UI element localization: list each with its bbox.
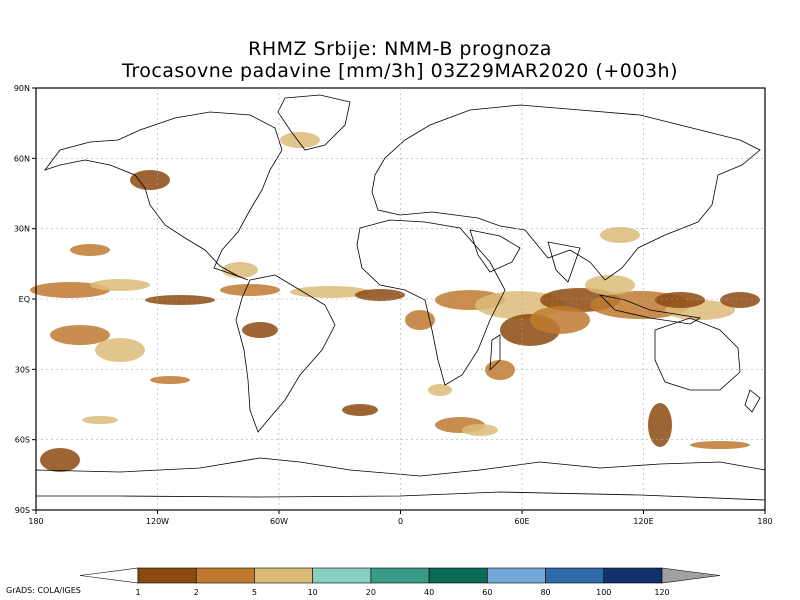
colorbar-over-triangle [661, 567, 721, 584]
precip-area [280, 132, 320, 148]
precip-area [130, 170, 170, 190]
precip-area [290, 286, 370, 298]
precip-area [342, 404, 378, 416]
precip-area [462, 424, 498, 436]
coastline-antarctica [35, 457, 766, 501]
precip-area [70, 244, 110, 256]
lat-label: 60N [14, 154, 30, 163]
colorbar-swatch [603, 567, 663, 584]
colorbar-swatch [545, 567, 605, 584]
coastlines [35, 94, 766, 501]
precip-area [655, 292, 705, 308]
precip-area [95, 338, 145, 362]
coastline-south-america [235, 274, 336, 433]
precip-area [485, 360, 515, 380]
lon-label: 120W [146, 517, 169, 526]
colorbar-label: 1 [135, 588, 140, 597]
precip-area [428, 384, 452, 396]
lat-label: 90N [14, 84, 30, 93]
precip-area [600, 227, 640, 243]
lon-label: 60E [514, 517, 529, 526]
precip-area [150, 376, 190, 384]
precip-area [50, 325, 110, 345]
coastline-arabia [469, 229, 521, 273]
colorbar-label: 80 [540, 588, 550, 597]
coastline-africa [356, 219, 506, 386]
lon-label: 180 [28, 517, 43, 526]
precip-area [690, 441, 750, 449]
precip-area [530, 306, 590, 334]
colorbar-label: 60 [482, 588, 492, 597]
precip-area [585, 275, 635, 295]
colorbar-label: 100 [596, 588, 611, 597]
precip-area [30, 282, 110, 298]
lat-label: 90S [15, 506, 30, 515]
map-title-line-1: RHMZ Srbije: NMM-B prognoza [248, 38, 552, 60]
precip-area [242, 322, 278, 338]
coastline-new-zealand [744, 389, 761, 413]
grads-credit: GrADS: COLA/IGES [6, 586, 81, 595]
precipitation-layer [30, 132, 760, 472]
colorbar-label: 5 [252, 588, 257, 597]
lat-labels: 90N 60N 30N EQ 30S 60S 90S [14, 84, 36, 515]
colorbar-label: 20 [366, 588, 376, 597]
precip-area [82, 416, 118, 424]
colorbar-swatch [428, 567, 488, 584]
colorbar-under-triangle [79, 567, 139, 584]
colorbar: 1 2 5 10 20 40 60 80 100 120 [79, 567, 721, 597]
coastline-indonesia [598, 294, 702, 325]
lon-label: 60W [270, 517, 288, 526]
precip-area [355, 289, 405, 301]
colorbar-label: 2 [194, 588, 199, 597]
precip-area [145, 295, 215, 305]
colorbar-swatch [487, 567, 546, 584]
colorbar-label: 40 [424, 588, 434, 597]
precip-area [90, 279, 150, 291]
coastline-north-america [43, 111, 283, 281]
colorbar-label: 10 [308, 588, 318, 597]
coastline-eurasia [371, 104, 761, 281]
gridlines [36, 88, 765, 510]
lon-labels: 180 120W 60W 0 60E 120E 180 [28, 510, 773, 526]
lon-label: 0 [398, 517, 403, 526]
precip-area [648, 403, 672, 447]
lat-label: 60S [15, 436, 30, 445]
coastline-madagascar [489, 334, 501, 372]
lat-label: EQ [19, 295, 30, 304]
lon-label: 180 [757, 517, 772, 526]
map-title-line-2: Trocasovne padavine [mm/3h] 03Z29MAR2020… [122, 60, 678, 82]
colorbar-swatch [370, 567, 430, 584]
lon-label: 120E [633, 517, 653, 526]
lat-label: 30N [14, 225, 30, 234]
lat-label: 30S [15, 365, 30, 374]
colorbar-swatch [195, 567, 255, 584]
coastline-india [547, 241, 581, 283]
colorbar-swatch [137, 567, 197, 584]
colorbar-swatch [312, 567, 372, 584]
coastline-greenland [277, 94, 351, 151]
precip-area [720, 292, 760, 308]
precip-area [220, 284, 280, 296]
colorbar-swatch [254, 567, 313, 584]
colorbar-label: 120 [654, 588, 669, 597]
precip-area [405, 310, 435, 330]
precip-area [40, 448, 80, 472]
coastline-australia [654, 317, 741, 391]
